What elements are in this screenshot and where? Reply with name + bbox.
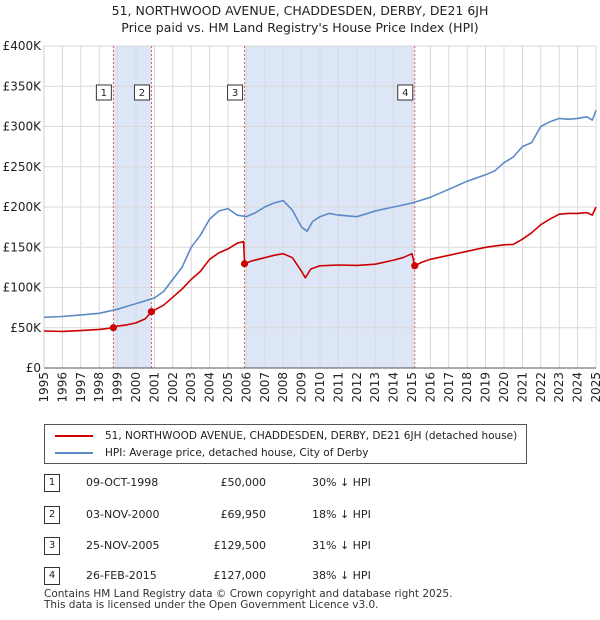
y-tick-label: £300K (3, 120, 43, 134)
sale-hpi-diff: 38% ↓ HPI (312, 569, 371, 582)
legend-hpi-swatch (55, 452, 93, 454)
x-tick-label: 2000 (129, 372, 143, 403)
sale-hpi-diff: 18% ↓ HPI (312, 508, 371, 521)
sale-date: 03-NOV-2000 (86, 508, 160, 521)
x-tick-label: 2009 (295, 372, 309, 403)
x-tick-label: 2023 (552, 372, 566, 403)
sale-date: 25-NOV-2005 (86, 539, 160, 552)
x-tick-label: 2018 (460, 372, 474, 403)
chart-svg: 1 2 3 4 £0 £50K £100K £150K £200K £250K £300K £350K… (3, 39, 600, 403)
x-tick-label: 1998 (92, 372, 106, 403)
chart-title: 51, NORTHWOOD AVENUE, CHADDESDEN, DERBY,… (0, 2, 600, 36)
x-tick-label: 2020 (497, 372, 511, 403)
legend-item-hpi: HPI: Average price, detached house, City… (55, 445, 368, 461)
x-tick-label: 2003 (184, 372, 198, 403)
table-row: 2 03-NOV-2000 £69,950 18% ↓ HPI (44, 506, 444, 526)
y-tick-label: £150K (3, 240, 43, 254)
sale-number-badge: 4 (44, 567, 60, 585)
x-tick-label: 2001 (147, 372, 161, 403)
sale-marker-box (133, 84, 150, 101)
sale-marker-box (397, 84, 414, 101)
y-tick-label: £350K (3, 79, 43, 93)
y-tick-label: £400K (3, 39, 43, 53)
sale-marker-label: 1 (101, 88, 107, 99)
sale-point (147, 308, 156, 316)
x-tick-label: 2013 (368, 372, 382, 403)
sale-date: 09-OCT-1998 (86, 476, 159, 489)
legend-item-price: 51, NORTHWOOD AVENUE, CHADDESDEN, DERBY,… (55, 428, 517, 444)
y-tick-label: £0 (26, 361, 41, 375)
x-tick-label: 2022 (534, 372, 548, 403)
x-tick-label: 2025 (589, 372, 600, 403)
sale-price: £129,500 (213, 539, 267, 552)
y-tick-label: £100K (3, 281, 43, 295)
x-tick-label: 2015 (405, 372, 419, 403)
x-tick-label: 2019 (479, 372, 493, 403)
sale-number-badge: 3 (44, 537, 60, 555)
x-tick-label: 2011 (331, 372, 345, 403)
sale-marker-box (227, 84, 244, 101)
y-tick-label: £200K (3, 200, 43, 214)
sale-price: £127,000 (213, 569, 267, 582)
sale-point (411, 262, 419, 270)
x-tick-label: 2005 (221, 372, 235, 403)
chart-title-line2: Price paid vs. HM Land Registry's House … (121, 20, 479, 35)
sale-price: £69,950 (220, 508, 267, 521)
footer-licence: This data is licensed under the Open Gov… (44, 599, 379, 611)
sale-hpi-diff: 31% ↓ HPI (312, 539, 371, 552)
x-tick-label: 2016 (423, 372, 437, 403)
sale-hpi-diff: 30% ↓ HPI (312, 476, 371, 489)
y-tick-label: £50K (10, 321, 42, 335)
sale-number-badge: 2 (44, 506, 60, 524)
x-tick-label: 2010 (313, 372, 327, 403)
x-tick-label: 1997 (74, 372, 88, 403)
x-tick-label: 2021 (515, 372, 529, 403)
footer: Contains HM Land Registry data © Crown c… (44, 589, 452, 611)
y-tick-label: £250K (3, 160, 43, 174)
x-tick-label: 2004 (203, 372, 217, 403)
x-tick-label: 2007 (258, 372, 272, 403)
table-row: 1 09-OCT-1998 £50,000 30% ↓ HPI (44, 474, 444, 494)
hpi-series-line (43, 110, 597, 319)
x-tick-label: 2002 (166, 372, 180, 403)
legend-hpi-label: HPI: Average price, detached house, City… (105, 447, 369, 459)
x-tick-label: 2012 (350, 372, 364, 403)
x-tick-label: 1995 (37, 372, 51, 403)
table-row: 4 26-FEB-2015 £127,000 38% ↓ HPI (44, 567, 444, 587)
footer-copyright: Contains HM Land Registry data © Crown c… (44, 588, 453, 600)
sale-marker-label: 2 (139, 88, 145, 99)
legend: 51, NORTHWOOD AVENUE, CHADDESDEN, DERBY,… (44, 424, 527, 464)
x-tick-label: 1999 (111, 372, 125, 403)
chart-title-line1: 51, NORTHWOOD AVENUE, CHADDESDEN, DERBY,… (111, 3, 489, 18)
sale-point (240, 260, 249, 268)
sale-point (109, 324, 117, 332)
table-row: 3 25-NOV-2005 £129,500 31% ↓ HPI (44, 537, 444, 557)
sale-marker-label: 4 (402, 88, 408, 99)
legend-price-swatch (55, 435, 93, 437)
x-tick-label: 2017 (442, 372, 456, 403)
legend-price-label: 51, NORTHWOOD AVENUE, CHADDESDEN, DERBY,… (105, 430, 518, 442)
x-tick-label: 2014 (387, 372, 401, 403)
sale-marker-box (95, 84, 112, 101)
x-tick-label: 2006 (239, 372, 253, 403)
x-tick-label: 1996 (55, 372, 69, 403)
sale-number-badge: 1 (44, 474, 60, 492)
x-tick-label: 2024 (571, 372, 585, 403)
x-tick-label: 2008 (276, 372, 290, 403)
sale-marker-label: 3 (232, 88, 238, 99)
sale-price: £50,000 (220, 476, 267, 489)
sale-date: 26-FEB-2015 (86, 569, 157, 582)
